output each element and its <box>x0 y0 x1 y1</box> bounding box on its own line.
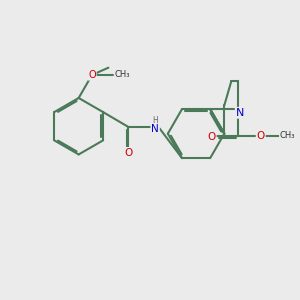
Text: CH₃: CH₃ <box>115 70 130 79</box>
Text: O: O <box>256 131 265 141</box>
Text: O: O <box>208 132 216 142</box>
Text: O: O <box>88 70 96 80</box>
Text: N: N <box>151 124 159 134</box>
Text: CH₃: CH₃ <box>280 131 295 140</box>
Text: H: H <box>152 116 158 125</box>
Text: O: O <box>124 148 133 158</box>
Text: N: N <box>236 108 244 118</box>
